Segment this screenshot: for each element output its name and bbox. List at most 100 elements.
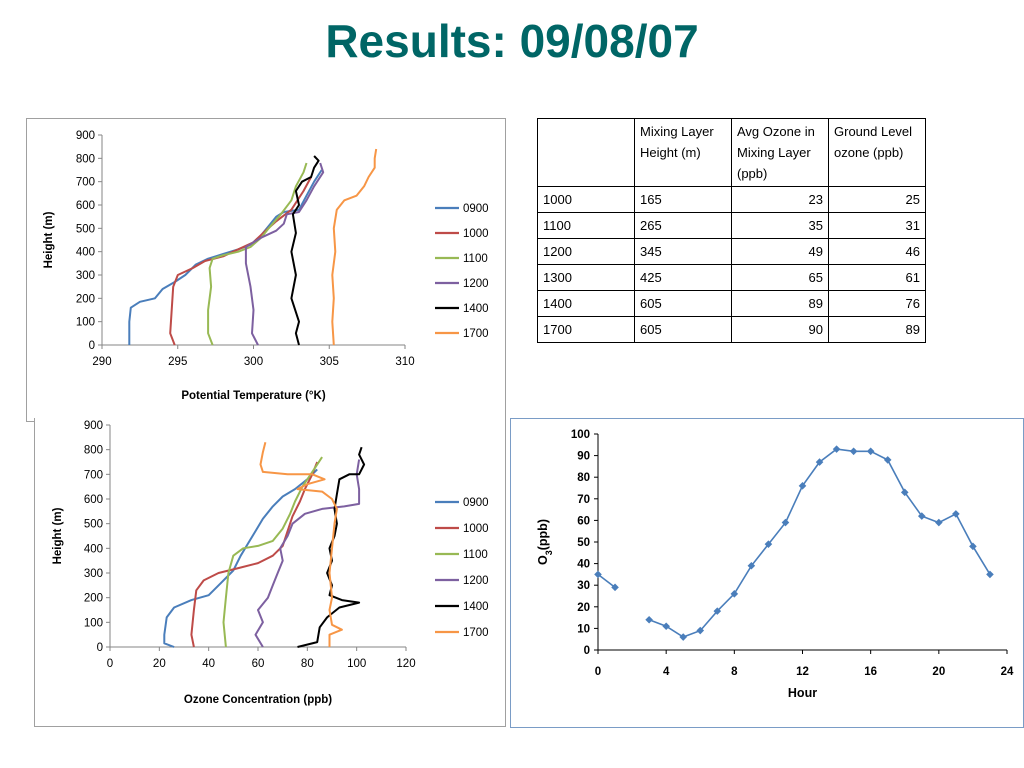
y-tick-label: 300 bbox=[84, 568, 103, 580]
x-tick-label: 20 bbox=[932, 666, 945, 678]
data-point-marker bbox=[986, 570, 994, 579]
y-tick-label: 60 bbox=[577, 515, 590, 527]
table-cell: 61 bbox=[828, 264, 926, 291]
table-row: 1700 605 90 89 bbox=[537, 316, 926, 343]
table-header-row: Mixing Layer Height (m) Avg Ozone in Mix… bbox=[537, 118, 926, 187]
x-tick-label: 16 bbox=[864, 666, 877, 678]
x-tick-label: 4 bbox=[663, 666, 670, 678]
table-cell: 31 bbox=[828, 212, 926, 239]
data-point-marker bbox=[781, 518, 790, 527]
series-line-1200 bbox=[244, 162, 325, 346]
legend-label: 0900 bbox=[463, 497, 489, 509]
x-tick-label: 8 bbox=[731, 666, 738, 678]
table-cell: 23 bbox=[731, 186, 829, 213]
table-cell: 605 bbox=[634, 316, 732, 343]
y-tick-label: 20 bbox=[577, 602, 590, 614]
table-row: 1200 345 49 46 bbox=[537, 238, 926, 265]
x-tick-label: 120 bbox=[396, 658, 415, 670]
y-tick-label: 900 bbox=[76, 130, 95, 142]
x-tick-label: 100 bbox=[347, 658, 366, 670]
potential-temperature-chart-panel: 0 100 200 300 400 500 600 700 800 900 290 295 300 305… bbox=[26, 118, 506, 422]
table-cell: 35 bbox=[731, 212, 829, 239]
x-tick-label: 24 bbox=[1001, 666, 1014, 678]
table-cell: 1400 bbox=[537, 290, 635, 317]
table-cell: 265 bbox=[634, 212, 732, 239]
y-tick-label: 400 bbox=[76, 247, 95, 259]
data-point-marker bbox=[662, 622, 670, 631]
data-point-marker bbox=[611, 583, 619, 592]
data-point-marker bbox=[917, 512, 926, 520]
table-cell: 25 bbox=[828, 186, 926, 213]
table-header-cell bbox=[537, 118, 635, 187]
table-cell: 1200 bbox=[537, 238, 635, 265]
table-cell: 89 bbox=[828, 316, 926, 343]
y-axis-title: O3(ppb) bbox=[536, 519, 554, 565]
y-axis-title: Height (m) bbox=[52, 507, 64, 564]
ozone-concentration-chart-panel: 0 100 200 300 400 500 600 700 800 900 0 20 40 60 80 100… bbox=[34, 418, 506, 727]
x-tick-label: 40 bbox=[202, 658, 215, 670]
series-line-1400 bbox=[290, 155, 320, 346]
table-cell: 605 bbox=[634, 290, 732, 317]
legend-label: 1100 bbox=[463, 253, 488, 265]
y-tick-label: 900 bbox=[84, 420, 103, 432]
y-tick-label: 0 bbox=[584, 645, 590, 657]
data-point-marker bbox=[832, 445, 841, 453]
data-point-marker bbox=[645, 615, 653, 624]
y-tick-label: 300 bbox=[76, 270, 95, 282]
series-line-1700 bbox=[259, 442, 343, 647]
legend-label: 1400 bbox=[463, 303, 489, 315]
y-tick-label: 600 bbox=[84, 494, 103, 506]
series-line-1700 bbox=[331, 148, 378, 346]
x-tick-label: 0 bbox=[595, 666, 601, 678]
data-point-marker bbox=[883, 456, 892, 464]
table-cell: 165 bbox=[634, 186, 732, 213]
data-point-marker bbox=[866, 447, 875, 456]
data-point-marker bbox=[815, 458, 824, 466]
legend-label: 1700 bbox=[463, 627, 489, 639]
y-tick-label: 100 bbox=[571, 429, 590, 441]
y-tick-label: 0 bbox=[97, 642, 103, 654]
y-tick-label: 500 bbox=[76, 223, 95, 235]
data-point-marker bbox=[679, 633, 688, 641]
legend-label: 1000 bbox=[463, 228, 489, 240]
table-row: 1300 425 65 61 bbox=[537, 264, 926, 291]
y-tick-label: 40 bbox=[577, 559, 590, 571]
data-point-marker bbox=[849, 447, 858, 456]
series-line-1000 bbox=[190, 461, 319, 648]
table-cell: 90 bbox=[731, 316, 829, 343]
table-header-cell: Mixing Layer Height (m) bbox=[634, 118, 732, 187]
legend-label: 1400 bbox=[463, 601, 489, 613]
data-point-marker bbox=[935, 518, 943, 527]
table-header-cell: Avg Ozone in Mixing Layer (ppb) bbox=[731, 118, 829, 187]
y-tick-label: 80 bbox=[577, 472, 590, 484]
y-tick-label: 30 bbox=[577, 580, 590, 592]
legend-label: 0900 bbox=[463, 203, 489, 215]
table-cell: 49 bbox=[731, 238, 829, 265]
series-line bbox=[597, 573, 616, 589]
y-tick-label: 70 bbox=[577, 494, 590, 506]
legend-label: 1100 bbox=[463, 549, 488, 561]
y-tick-label: 200 bbox=[76, 293, 95, 305]
y-tick-label: 700 bbox=[84, 469, 103, 481]
potential-temperature-chart: 0 100 200 300 400 500 600 700 800 900 290 295 300 305… bbox=[43, 130, 489, 402]
legend-label: 1200 bbox=[463, 278, 489, 290]
y-axis-title-subscript: 3 bbox=[544, 550, 554, 555]
x-tick-label: 60 bbox=[252, 658, 265, 670]
table-cell: 1100 bbox=[537, 212, 635, 239]
data-point-marker bbox=[730, 590, 739, 598]
table-cell: 425 bbox=[634, 264, 732, 291]
legend-label: 1700 bbox=[463, 328, 489, 340]
y-tick-label: 100 bbox=[84, 617, 103, 629]
legend-label: 1000 bbox=[463, 523, 489, 535]
slide-title: Results: 09/08/07 bbox=[325, 15, 699, 67]
table-row: 1000 165 23 25 bbox=[537, 186, 926, 213]
x-axis-title: Hour bbox=[788, 686, 817, 700]
x-tick-label: 20 bbox=[153, 658, 166, 670]
y-tick-label: 90 bbox=[577, 451, 590, 463]
y-tick-label: 600 bbox=[76, 200, 95, 212]
y-axis-title-unit: (ppb) bbox=[536, 519, 550, 550]
y-tick-label: 500 bbox=[84, 519, 103, 531]
ozone-profile-chart: 0 100 200 300 400 500 600 700 800 900 0 20 40 60 80 100… bbox=[52, 420, 489, 706]
y-axis-title: Height (m) bbox=[43, 211, 55, 268]
table-cell: 46 bbox=[828, 238, 926, 265]
